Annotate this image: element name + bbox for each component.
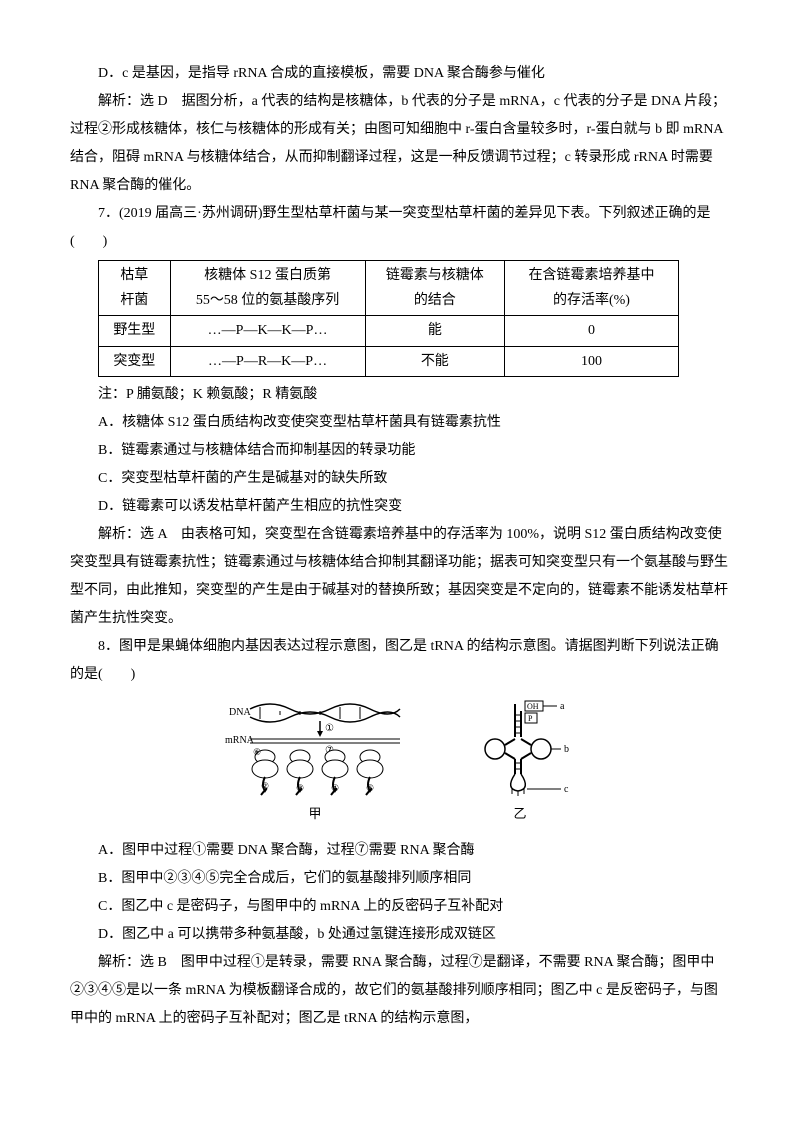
num-4: ④ — [331, 783, 339, 793]
question-7-stem: 7．(2019 届高三·苏州调研)野生型枯草杆菌与某一突变型枯草杆菌的差异见下表… — [70, 200, 730, 256]
table-note: 注：P 脯氨酸；K 赖氨酸；R 精氨酸 — [70, 381, 730, 409]
option-d: D．链霉素可以诱发枯草杆菌产生相应的抗性突变 — [70, 493, 730, 521]
explanation-6: 解析：选 D 据图分析，a 代表的结构是核糖体，b 代表的分子是 mRNA，c … — [70, 88, 730, 200]
option-c: C．图乙中 c 是密码子，与图甲中的 mRNA 上的反密码子互补配对 — [70, 893, 730, 921]
th-3: 在含链霉素培养基中的存活率(%) — [505, 261, 679, 316]
num-2: ② — [261, 781, 269, 791]
caption-left: 甲 — [308, 801, 321, 827]
td-0-3: 0 — [505, 316, 679, 346]
num-1: ① — [325, 723, 334, 734]
num-3: ③ — [296, 783, 304, 793]
mrna-label: mRNA — [225, 735, 255, 746]
th-1: 核糖体 S12 蛋白质第55～58 位的氨基酸序列 — [170, 261, 365, 316]
explanation-7: 解析：选 A 由表格可知，突变型在含链霉素培养基中的存活率为 100%，说明 S… — [70, 521, 730, 633]
td-1-0: 突变型 — [99, 346, 171, 376]
option-c: C．突变型枯草杆菌的产生是碱基对的缺失所致 — [70, 465, 730, 493]
diagram-left: DNA ① mRNA ⑦ ⑥ ② ③ — [225, 699, 405, 827]
explanation-8: 解析：选 B 图甲中过程①是转录，需要 RNA 聚合酶，过程⑦是翻译，不需要 R… — [70, 949, 730, 1033]
dna-label: DNA — [229, 707, 251, 718]
b-label: b — [564, 744, 569, 755]
option-b: B．链霉素通过与核糖体结合而抑制基因的转录功能 — [70, 437, 730, 465]
diagram-container: DNA ① mRNA ⑦ ⑥ ② ③ — [70, 699, 730, 827]
oh-label: OH — [527, 702, 539, 711]
num-5: ⑤ — [366, 783, 374, 793]
td-1-3: 100 — [505, 346, 679, 376]
td-0-0: 野生型 — [99, 316, 171, 346]
ribosome-group: ⑥ ② — [252, 747, 278, 795]
table-header-row: 枯草杆菌 核糖体 S12 蛋白质第55～58 位的氨基酸序列 链霉素与核糖体的结… — [99, 261, 679, 316]
trna-diagram: OH P a b c — [465, 699, 575, 799]
a-label: a — [560, 701, 565, 712]
th-2: 链霉素与核糖体的结合 — [365, 261, 505, 316]
td-1-2: 不能 — [365, 346, 505, 376]
option-d: D．c 是基因，是指导 rRNA 合成的直接模板，需要 DNA 聚合酶参与催化 — [70, 60, 730, 88]
num-6: ⑥ — [253, 747, 261, 757]
option-a: A．图甲中过程①需要 DNA 聚合酶，过程⑦需要 RNA 聚合酶 — [70, 837, 730, 865]
option-b: B．图甲中②③④⑤完全合成后，它们的氨基酸排列顺序相同 — [70, 865, 730, 893]
c-label: c — [564, 784, 569, 795]
diagram-right: OH P a b c 乙 — [465, 699, 575, 827]
option-a: A．核糖体 S12 蛋白质结构改变使突变型枯草杆菌具有链霉素抗性 — [70, 409, 730, 437]
p-label: P — [528, 714, 533, 723]
option-d: D．图乙中 a 可以携带多种氨基酸，b 处通过氢键连接形成双链区 — [70, 921, 730, 949]
td-1-1: …—P—R—K—P… — [170, 346, 365, 376]
td-0-2: 能 — [365, 316, 505, 346]
table-row: 野生型 …—P—K—K—P… 能 0 — [99, 316, 679, 346]
table-row: 突变型 …—P—R—K—P… 不能 100 — [99, 346, 679, 376]
gene-expression-diagram: DNA ① mRNA ⑦ ⑥ ② ③ — [225, 699, 405, 799]
question-8-stem: 8．图甲是果蝇体细胞内基因表达过程示意图，图乙是 tRNA 的结构示意图。请据图… — [70, 633, 730, 689]
th-0: 枯草杆菌 — [99, 261, 171, 316]
data-table: 枯草杆菌 核糖体 S12 蛋白质第55～58 位的氨基酸序列 链霉素与核糖体的结… — [98, 260, 679, 377]
caption-right: 乙 — [513, 801, 526, 827]
td-0-1: …—P—K—K—P… — [170, 316, 365, 346]
